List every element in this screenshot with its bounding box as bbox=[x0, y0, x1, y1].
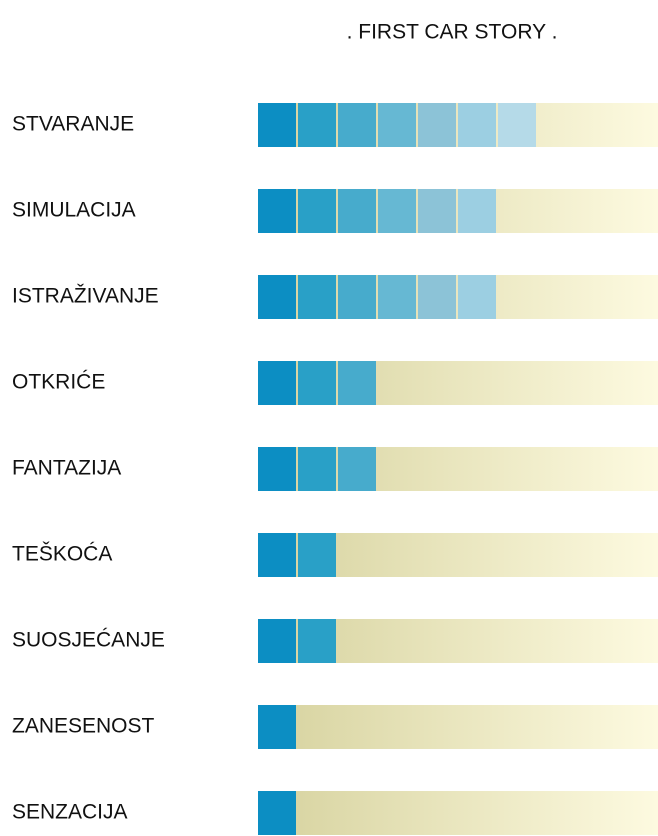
category-label: OTKRIĆE bbox=[12, 371, 105, 394]
segment bbox=[338, 361, 376, 405]
segment bbox=[258, 361, 296, 405]
segment bbox=[298, 447, 336, 491]
segment bbox=[418, 275, 456, 319]
segment bbox=[378, 103, 416, 147]
bar bbox=[258, 619, 336, 663]
segment bbox=[258, 275, 296, 319]
segment bbox=[378, 189, 416, 233]
category-label: ISTRAŽIVANJE bbox=[12, 285, 159, 308]
segment bbox=[258, 791, 296, 835]
category-label: SENZACIJA bbox=[12, 801, 128, 824]
segment bbox=[418, 103, 456, 147]
segment bbox=[298, 103, 336, 147]
segment bbox=[258, 705, 296, 749]
bar bbox=[258, 275, 496, 319]
segment bbox=[338, 103, 376, 147]
segment bbox=[298, 189, 336, 233]
segment bbox=[458, 275, 496, 319]
category-label: STVARANJE bbox=[12, 113, 134, 136]
bar bbox=[258, 791, 296, 835]
category-label: TEŠKOĆA bbox=[12, 543, 112, 566]
track bbox=[258, 791, 658, 835]
category-label: SUOSJEĆANJE bbox=[12, 629, 165, 652]
segment bbox=[498, 103, 536, 147]
segment bbox=[338, 447, 376, 491]
segment bbox=[298, 619, 336, 663]
segment bbox=[458, 103, 496, 147]
segment bbox=[298, 275, 336, 319]
category-label: SIMULACIJA bbox=[12, 199, 136, 222]
segment bbox=[298, 361, 336, 405]
segment bbox=[258, 619, 296, 663]
bar bbox=[258, 533, 336, 577]
bar bbox=[258, 361, 376, 405]
category-label: ZANESENOST bbox=[12, 715, 155, 738]
segment bbox=[378, 275, 416, 319]
segment bbox=[258, 103, 296, 147]
segment bbox=[298, 533, 336, 577]
segment bbox=[458, 189, 496, 233]
segment bbox=[258, 447, 296, 491]
segment bbox=[418, 189, 456, 233]
segment bbox=[338, 189, 376, 233]
bar bbox=[258, 189, 496, 233]
bar bbox=[258, 103, 536, 147]
bar bbox=[258, 705, 296, 749]
segment bbox=[258, 189, 296, 233]
track bbox=[258, 705, 658, 749]
chart-title: . FIRST CAR STORY . bbox=[347, 21, 558, 44]
segment bbox=[258, 533, 296, 577]
segment bbox=[338, 275, 376, 319]
category-label: FANTAZIJA bbox=[12, 457, 121, 480]
bar bbox=[258, 447, 376, 491]
